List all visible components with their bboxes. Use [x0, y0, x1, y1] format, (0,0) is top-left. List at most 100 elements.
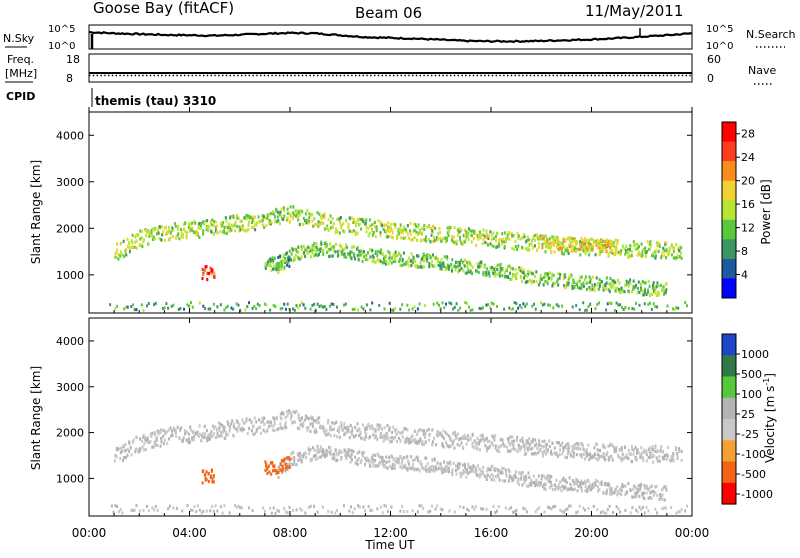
echo-cell-1-1282: [459, 260, 461, 265]
echo-cell-0-680: [530, 440, 533, 444]
echo-cell-1-1596: [663, 498, 666, 502]
echo-cell-1-1274: [469, 465, 472, 469]
echo-cell-0-891: [649, 446, 651, 450]
echo-cell-1-1458: [569, 274, 572, 278]
echo-cell-0-234: [247, 228, 250, 232]
echo-cell-0-676: [528, 446, 531, 450]
echo-cell-0-384: [354, 425, 357, 430]
echo-cell-0-338: [325, 433, 328, 437]
noise-sky-label: N.Sky: [3, 32, 35, 45]
echo-cell-0-562: [440, 239, 443, 243]
echo-cell-1-1205: [414, 264, 417, 268]
echo-cell-1-1219: [422, 265, 425, 269]
echo-cell-0-27: [129, 245, 132, 250]
echo-cell-1-1551: [627, 284, 630, 288]
echo-cell-0-240: [251, 220, 253, 224]
echo-cell-3-1629: [267, 464, 270, 468]
echo-cell-0-543: [430, 227, 433, 231]
echo-cell-1-1379: [532, 480, 535, 485]
ground-cell-1810: [564, 508, 567, 512]
echo-cell-1-1278: [472, 469, 475, 474]
ground-cell-1979: [617, 303, 620, 307]
echo-cell-1-1064: [347, 451, 350, 455]
echo-cell-1-1110: [358, 253, 361, 257]
echo-cell-0-840: [618, 448, 621, 452]
echo-cell-0-442: [374, 235, 377, 239]
echo-cell-0-394: [361, 423, 364, 427]
echo-cell-0-732: [559, 448, 562, 452]
ground-cell-1801: [543, 510, 546, 514]
echo-cell-0-885: [645, 459, 648, 463]
echo-cell-1-1308: [476, 269, 479, 273]
echo-cell-0-102: [173, 222, 176, 226]
echo-cell-0-435: [370, 223, 373, 227]
echo-cell-0-148: [198, 221, 201, 226]
echo-cell-0-686: [513, 247, 516, 252]
echo-cell-1-983: [299, 451, 301, 455]
echo-cell-0-31: [135, 447, 138, 451]
echo-cell-1-1077: [340, 252, 343, 256]
echo-cell-0-751: [571, 449, 574, 453]
echo-cell-1-1567: [643, 496, 646, 500]
echo-cell-0-105: [174, 236, 177, 240]
ground-cell-1902: [401, 303, 404, 307]
echo-cell-0-733: [561, 452, 564, 456]
echo-cell-0-144: [196, 232, 199, 236]
echo-cell-0-713: [546, 448, 549, 452]
echo-cell-0-961: [676, 247, 679, 251]
echo-cell-4-1735: [576, 241, 578, 245]
echo-cell-0-702: [541, 445, 544, 449]
velocity-scatter: [110, 409, 688, 515]
echo-cell-0-279: [287, 411, 290, 415]
echo-cell-0-201: [229, 229, 232, 233]
echo-cell-1-1158: [402, 464, 405, 468]
echo-cell-0-455: [383, 223, 386, 227]
echo-cell-1-1610: [665, 288, 668, 292]
echo-cell-0-852: [613, 241, 616, 245]
echo-cell-1-1596: [656, 281, 659, 285]
echo-cell-0-959: [676, 256, 679, 260]
echo-cell-0-153: [202, 232, 204, 236]
ground-cell-1777: [466, 507, 469, 511]
echo-cell-0-397: [364, 429, 366, 434]
echo-cell-0-34: [137, 448, 140, 452]
echo-cell-0-123: [191, 436, 193, 440]
echo-cell-0-510: [424, 440, 427, 444]
echo-cell-1-1270: [467, 462, 470, 466]
echo-cell-1-1046: [336, 453, 339, 457]
echo-cell-1-1143: [379, 251, 382, 255]
echo-cell-0-118: [189, 440, 191, 444]
echo-cell-0-934: [675, 447, 678, 451]
colorbar-label-5: 24: [741, 151, 755, 164]
echo-cell-0-277: [272, 212, 275, 216]
ground-cell-1818: [584, 508, 586, 512]
echo-cell-0-807: [600, 454, 603, 459]
echo-cell-0-559: [458, 444, 461, 448]
echo-cell-0-535: [425, 239, 428, 243]
echo-cell-0-588: [457, 228, 460, 232]
echo-cell-0-869: [634, 456, 637, 460]
echo-cell-1-1495: [600, 480, 603, 484]
echo-cell-1-1087: [345, 255, 348, 259]
echo-cell-0-203: [241, 426, 244, 430]
echo-cell-1-1462: [580, 489, 583, 493]
echo-cell-0-631: [482, 237, 485, 242]
echo-cell-4-1789: [609, 239, 611, 243]
echo-cell-0-385: [356, 422, 359, 426]
echo-cell-1-1481: [584, 277, 586, 282]
ground-cell-1785: [492, 505, 495, 508]
echo-cell-0-496: [419, 428, 422, 432]
echo-cell-0-144: [205, 436, 208, 440]
echo-cell-1-1023: [309, 247, 312, 251]
ground-cell-1786: [494, 511, 497, 515]
echo-cell-0-898: [640, 254, 642, 258]
echo-cell-0-865: [632, 448, 635, 452]
echo-cell-1-1008: [300, 255, 303, 259]
echo-cell-0-191: [232, 434, 235, 438]
echo-cell-1-1277: [471, 468, 474, 472]
echo-cell-0-372: [347, 427, 350, 431]
echo-cell-1-1289: [479, 472, 481, 476]
echo-cell-0-299: [300, 423, 303, 427]
colorbar-segment-1: [722, 141, 736, 162]
